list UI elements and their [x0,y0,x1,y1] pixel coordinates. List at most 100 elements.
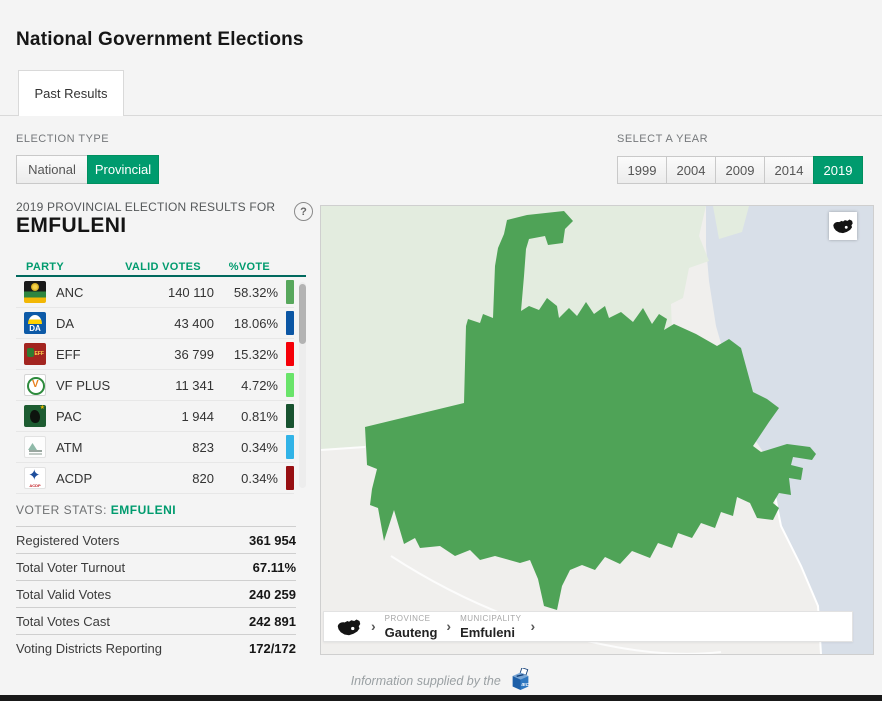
party-valid-votes: 1 944 [181,408,214,424]
breadcrumb-municipality[interactable]: MUNICIPALITY Emfuleni [460,613,522,640]
page-title: National Government Elections [16,28,304,50]
party-valid-votes: 11 341 [175,377,214,393]
party-percent-bar [286,435,294,459]
party-percent-bar [286,466,294,490]
party-name: VF PLUS [56,377,111,393]
table-row: EFF 36 799 15.32% [16,339,294,370]
results-region-title: EMFULENI [16,214,127,237]
footer-note: Information supplied by the IEC [0,667,882,694]
party-valid-votes: 823 [192,439,214,455]
party-valid-votes: 820 [192,470,214,486]
breadcrumb-municipality-value: Emfuleni [460,624,515,640]
stat-row: Registered Voters 361 954 [16,526,296,553]
party-percent-bar [286,404,294,428]
chevron-right-icon [446,618,451,636]
party-vote-percent: 0.81% [241,408,278,424]
breadcrumb-municipality-label: MUNICIPALITY [460,613,522,623]
voter-stats-label: VOTER STATS: [16,503,107,517]
tab-past-results[interactable]: Past Results [18,70,124,116]
table-row: PAC 1 944 0.81% [16,401,294,432]
stat-label: Total Votes Cast [16,613,110,629]
stat-value: 240 259 [249,586,296,602]
table-scrollbar-thumb[interactable] [299,284,306,344]
stat-row: Total Valid Votes 240 259 [16,580,296,607]
stat-label: Registered Voters [16,532,120,548]
year-option[interactable]: 2009 [715,156,765,184]
party-vote-percent: 18.06% [233,315,278,331]
svg-text:IEC: IEC [522,682,530,687]
election-type-option[interactable]: National [16,155,88,184]
breadcrumb-province-label: PROVINCE [384,613,431,623]
election-type-label: ELECTION TYPE [16,133,110,145]
stat-value: 242 891 [249,613,296,629]
table-row: DA 43 400 18.06% [16,308,294,339]
year-select-group: 1999 2004 2009 2014 2019 [617,156,863,184]
breadcrumb-province-value: Gauteng [384,624,438,640]
party-name: EFF [56,346,81,362]
party-results-table: PARTY VALID VOTES %VOTE ANC 140 110 58.3… [16,258,306,494]
table-row: ATM 823 0.34% [16,432,294,463]
tab-bar-divider [0,115,882,116]
south-africa-icon [833,219,853,234]
chevron-right-icon [531,618,536,636]
results-kicker: 2019 PROVINCIAL ELECTION RESULTS FOR [16,200,276,214]
stat-value: 361 954 [249,532,296,548]
footer-note-text: Information supplied by the [350,674,501,688]
party-valid-votes: 140 110 [167,284,214,300]
party-vote-percent: 58.32% [233,284,278,300]
year-select-label: SELECT A YEAR [617,133,709,145]
party-logo [24,281,46,303]
stat-value: 67.11% [252,559,296,575]
stat-value: 172/172 [249,640,296,656]
municipality-map [321,206,873,654]
party-name: ACDP [56,470,93,486]
table-row: ACDP 820 0.34% [16,463,294,494]
election-type-option[interactable]: Provincial [87,155,159,184]
municipality-shape[interactable] [365,211,816,610]
party-table-header: PARTY VALID VOTES %VOTE [16,258,306,277]
party-logo [24,467,46,489]
party-valid-votes: 43 400 [174,315,214,331]
map-neighbor-region [706,206,873,654]
party-percent-bar [286,373,294,397]
table-row: ANC 140 110 58.32% [16,277,294,308]
map-breadcrumb: PROVINCE Gauteng MUNICIPALITY Emfuleni [323,611,853,642]
column-header-votes: VALID VOTES [125,260,201,273]
year-option[interactable]: 1999 [617,156,667,184]
party-logo [24,436,46,458]
party-logo [24,343,46,365]
help-icon[interactable]: ? [294,202,313,221]
column-header-party: PARTY [26,260,64,273]
breadcrumb-province[interactable]: PROVINCE Gauteng [384,613,438,640]
year-option[interactable]: 2004 [666,156,716,184]
table-scrollbar-track[interactable] [299,282,306,488]
voter-stats: VOTER STATS: EMFULENI Registered Voters … [16,503,296,661]
south-africa-icon[interactable] [336,618,362,636]
chevron-right-icon [371,618,376,636]
election-type-group: National Provincial [16,155,159,184]
stat-row: Total Votes Cast 242 891 [16,607,296,634]
party-logo [24,312,46,334]
voter-stats-rows: Registered Voters 361 954 Total Voter Tu… [16,526,296,661]
party-name: ATM [56,439,83,455]
voter-stats-region: EMFULENI [110,503,177,517]
year-option[interactable]: 2014 [764,156,814,184]
stat-label: Total Valid Votes [16,586,112,602]
party-percent-bar [286,280,294,304]
map-panel: PROVINCE Gauteng MUNICIPALITY Emfuleni [320,205,874,655]
stat-row: Total Voter Turnout 67.11% [16,553,296,580]
table-row: VF PLUS 11 341 4.72% [16,370,294,401]
party-vote-percent: 0.34% [241,470,278,486]
party-table-rows: ANC 140 110 58.32% DA 43 400 18.06% EFF … [16,277,306,494]
party-vote-percent: 0.34% [241,439,278,455]
party-logo [24,374,46,396]
stat-label: Voting Districts Reporting [16,640,162,656]
party-name: ANC [56,284,84,300]
party-name: DA [56,315,75,331]
party-vote-percent: 4.72% [241,377,278,393]
bottom-bar [0,695,882,701]
party-logo [24,405,46,427]
south-africa-zoom-button[interactable] [829,212,857,240]
year-option[interactable]: 2019 [813,156,863,184]
party-vote-percent: 15.32% [233,346,278,362]
